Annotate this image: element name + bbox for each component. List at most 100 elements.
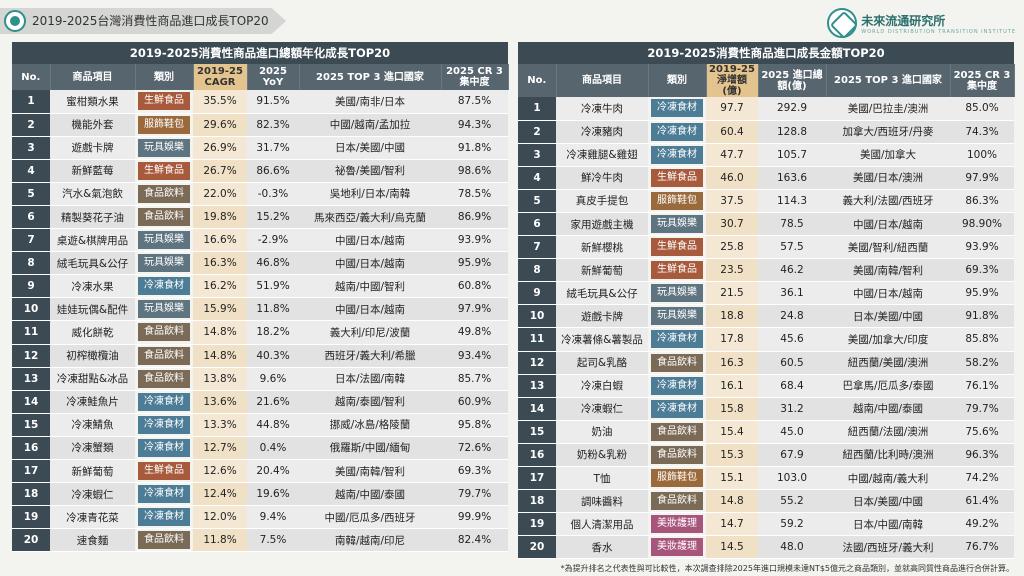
header-no: No. [518,64,557,97]
table-row: 16 冷凍蟹類 冷凍食材 12.7% 0.4% 俄羅斯/中國/緬甸 72.6% [12,436,508,461]
item-name-cell: 桌遊&棋牌用品 [50,228,135,253]
category-cell: 食品飲料 [135,205,193,230]
table-row: 3 冷凍雞腿&雞翅 冷凍食材 47.7 105.7 美國/加拿大 100% [518,143,1014,167]
category-cell: 玩具娛樂 [135,228,193,253]
category-cell: 服飾鞋包 [135,113,193,137]
category-badge: 食品飲料 [138,323,190,342]
rank-cell: 10 [518,304,556,329]
category-badge: 美妝護理 [651,538,703,557]
category-cell: 食品飲料 [135,182,193,206]
metric2-cell: 18.2% [247,320,299,345]
metric2-cell: 67.9 [758,443,826,468]
cr3-cell: 98.6% [441,159,508,183]
item-name-cell: 奶油 [556,420,648,444]
item-name-cell: 新鮮葡萄 [50,459,135,484]
category-cell: 玩具娛樂 [135,251,193,276]
cagr-table-header: No. 商品項目 類別 2019-25 CAGR 2025 YoY 2025 T… [12,64,509,90]
table-row: 7 桌遊&棋牌用品 玩具娛樂 16.6% -2.9% 中國/日本/越南 93.9% [12,228,508,253]
metric2-cell: 46.8% [247,251,299,276]
item-name-cell: 冷凍鮭魚片 [50,390,135,414]
logo-icon [4,10,26,32]
metric1-cell: 35.5% [193,90,247,114]
category-cell: 冷凍食材 [135,390,193,414]
rank-cell: 7 [518,235,556,260]
item-name-cell: 真皮手提包 [556,189,648,213]
rank-cell: 6 [518,212,556,237]
rank-cell: 18 [518,489,556,514]
countries-cell: 美國/巴拉圭/澳洲 [826,97,950,121]
countries-cell: 中國/日本/越南 [826,281,950,306]
metric1-cell: 60.4 [706,120,758,144]
table-row: 20 香水 美妝護理 14.5 48.0 法國/西班牙/義大利 76.7% [518,535,1014,560]
countries-cell: 日本/美國/中國 [826,304,950,329]
metric1-cell: 15.4 [706,420,758,444]
countries-cell: 中國/越南/孟加拉 [299,113,441,137]
category-badge: 食品飲料 [651,445,703,464]
category-badge: 生鮮食品 [138,161,190,180]
rank-cell: 13 [518,374,556,398]
cr3-cell: 69.3% [441,459,508,484]
metric2-cell: 31.2 [758,397,826,421]
cagr-table: No. 商品項目 類別 2019-25 CAGR 2025 YoY 2025 T… [12,64,509,553]
item-name-cell: T恤 [556,466,648,491]
rank-cell: 20 [12,528,50,553]
metric2-cell: 60.5 [758,351,826,375]
category-badge: 冷凍食材 [138,485,190,504]
countries-cell: 中國/厄瓜多/西班牙 [299,505,441,530]
countries-cell: 紐西蘭/比利時/澳洲 [826,443,950,468]
category-cell: 美妝護理 [648,535,706,560]
cr3-cell: 96.3% [950,443,1014,468]
growth-amount-table: No. 商品項目 類別 2019-25 淨增額(億) 2025 進口總額(億) … [518,64,1015,560]
category-badge: 冷凍食材 [651,145,703,164]
countries-cell: 紐西蘭/美國/澳洲 [826,351,950,375]
rank-cell: 1 [518,97,556,121]
metric2-cell: 20.4% [247,459,299,484]
metric1-cell: 13.3% [193,413,247,437]
item-name-cell: 娃娃玩偶&配件 [50,297,135,322]
metric1-cell: 15.8 [706,397,758,421]
metric1-cell: 12.0% [193,505,247,530]
category-cell: 冷凍食材 [648,97,706,121]
metric1-cell: 46.0 [706,166,758,190]
countries-cell: 西班牙/義大利/希臘 [299,344,441,368]
countries-cell: 巴拿馬/厄瓜多/泰國 [826,374,950,398]
cr3-cell: 95.9% [950,281,1014,306]
rank-cell: 19 [12,505,50,530]
rank-cell: 9 [518,281,556,306]
metric2-cell: 0.4% [247,436,299,461]
metric2-cell: 45.6 [758,327,826,352]
category-badge: 生鮮食品 [138,462,190,481]
rank-cell: 19 [518,512,556,537]
table-row: 19 冷凍青花菜 冷凍食材 12.0% 9.4% 中國/厄瓜多/西班牙 99.9% [12,505,508,530]
item-name-cell: 遊戲卡牌 [556,304,648,329]
cr3-cell: 82.4% [441,528,508,553]
item-name-cell: 香水 [556,535,648,560]
countries-cell: 越南/中國/泰國 [826,397,950,421]
category-cell: 服飾鞋包 [648,189,706,213]
table-row: 14 冷凍鮭魚片 冷凍食材 13.6% 21.6% 越南/泰國/智利 60.9% [12,390,508,414]
category-cell: 食品飲料 [648,351,706,375]
rank-cell: 4 [518,166,556,190]
header-category: 類別 [648,64,707,97]
rank-cell: 17 [518,466,556,491]
rank-cell: 6 [12,205,50,230]
cr3-cell: 49.8% [441,320,508,345]
item-name-cell: 家用遊戲主機 [556,212,648,237]
rank-cell: 8 [12,251,50,276]
table-row: 17 T恤 服飾鞋包 15.1 103.0 中國/越南/義大利 74.2% [518,466,1014,491]
category-cell: 食品飲料 [135,320,193,345]
category-badge: 食品飲料 [138,208,190,227]
table-row: 9 絨毛玩具&公仔 玩具娛樂 21.5 36.1 中國/日本/越南 95.9% [518,281,1014,306]
metric1-cell: 13.6% [193,390,247,414]
category-cell: 冷凍食材 [648,120,706,144]
category-badge: 冷凍食材 [651,99,703,118]
metric1-cell: 16.3 [706,351,758,375]
metric1-cell: 11.8% [193,528,247,553]
cr3-cell: 93.9% [950,235,1014,260]
cr3-cell: 61.4% [950,489,1014,514]
metric2-cell: 15.2% [247,205,299,230]
cr3-cell: 91.8% [441,136,508,160]
metric1-cell: 26.9% [193,136,247,160]
rank-cell: 11 [518,327,556,352]
metric1-cell: 14.8 [706,489,758,514]
